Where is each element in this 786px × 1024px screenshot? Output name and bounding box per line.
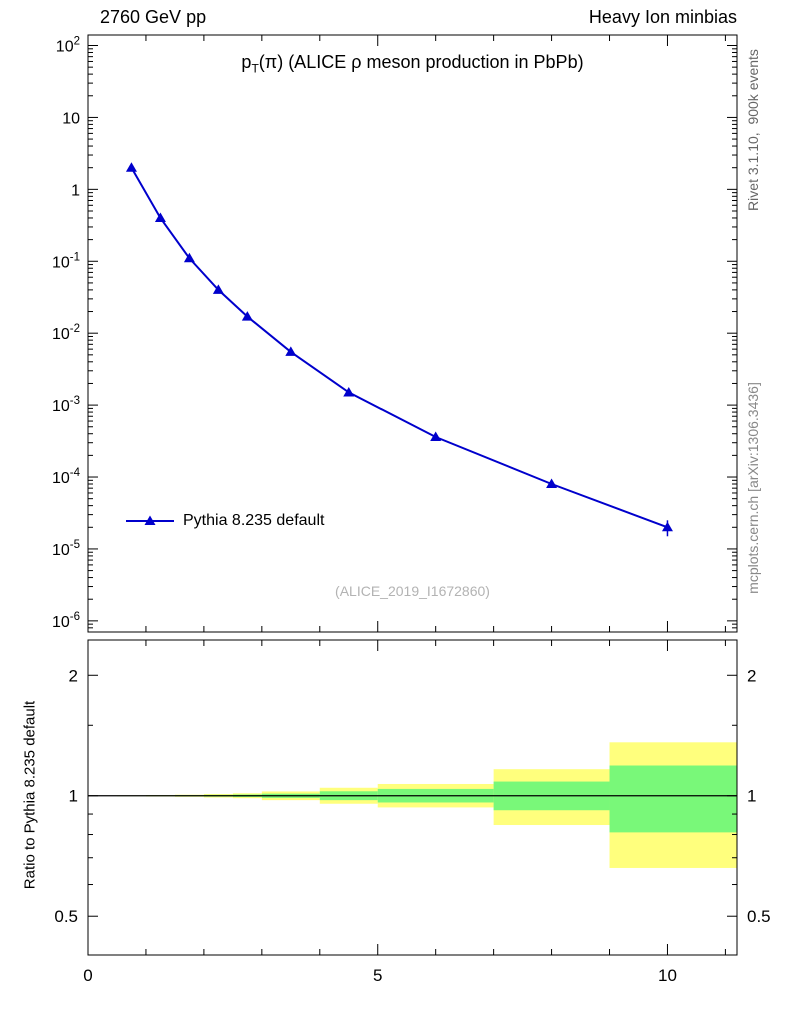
x-tick-label: 10 — [658, 966, 677, 985]
beam-energy-label: 2760 GeV pp — [100, 7, 207, 27]
ratio-y-axis-ticks: 2 2 1 1 0.5 0.5 — [54, 666, 770, 926]
process-label: Heavy Ion minbias — [588, 7, 737, 27]
uncertainty-bands — [116, 742, 737, 868]
legend-entry-label: Pythia 8.235 default — [183, 512, 325, 529]
y-tick-label: 10-5 — [52, 539, 80, 559]
observable-symbol: p — [241, 52, 252, 72]
ratio-y-tick-label-right: 2 — [747, 666, 756, 685]
x-axis-ticks — [87, 35, 726, 955]
main-y-axis-ticks: 102 10 1 10-1 10-2 10-3 10-4 10-5 10-6 — [52, 36, 737, 631]
data-point-marker — [125, 162, 137, 172]
legend: Pythia 8.235 default — [126, 512, 324, 530]
y-tick-label: 10-2 — [52, 323, 80, 343]
y-tick-label: 10-1 — [52, 251, 80, 271]
analysis-id-watermark: (ALICE_2019_I1672860) — [335, 583, 490, 599]
legend-marker-triangle — [144, 515, 156, 525]
main-panel-frame — [87, 34, 738, 633]
title-rest: (π) (ALICE ρ meson production in PbPb) — [258, 52, 584, 72]
inner-uncertainty-band — [609, 765, 737, 833]
data-point-marker — [183, 252, 195, 263]
ratio-y-tick-label-right: 1 — [747, 787, 756, 806]
data-series-line — [130, 167, 668, 529]
data-point-marker — [241, 311, 253, 321]
x-axis-tick-labels: 0 5 10 — [83, 966, 677, 985]
legend-marker — [126, 515, 174, 525]
main-plot-title: pT(π) (ALICE ρ meson production in PbPb) — [88, 52, 737, 76]
data-point-marker — [661, 521, 673, 532]
y-tick-label: 10-4 — [52, 467, 81, 487]
data-series — [125, 162, 673, 537]
data-point-marker — [343, 386, 355, 397]
y-tick-label: 102 — [56, 36, 80, 56]
data-point-marker — [546, 478, 558, 488]
ratio-y-tick-label-left: 1 — [69, 787, 78, 806]
observable-subscript: T — [251, 61, 259, 76]
y-tick-label: 10-6 — [52, 611, 80, 631]
data-point-marker — [285, 346, 297, 356]
x-tick-label: 5 — [373, 966, 382, 985]
ratio-panel-frame — [87, 639, 738, 956]
y-tick-label: 10-3 — [52, 395, 80, 415]
x-tick-label: 0 — [83, 966, 92, 985]
y-tick-label: 10 — [62, 110, 80, 127]
y-tick-label: 1 — [71, 182, 80, 199]
ratio-y-tick-label-right: 0.5 — [747, 907, 771, 926]
data-point-marker — [212, 284, 224, 294]
data-point-marker — [154, 212, 166, 222]
data-point-marker — [430, 431, 442, 442]
ratio-y-tick-label-left: 0.5 — [54, 907, 78, 926]
ratio-y-tick-label-left: 2 — [69, 666, 78, 685]
